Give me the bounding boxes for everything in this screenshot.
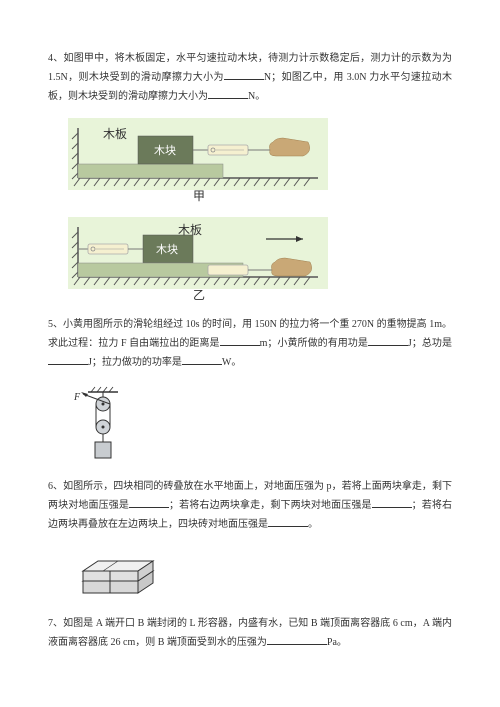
svg-text:木块: 木块 [156, 243, 178, 256]
figure-jia: 木块 木板 甲 [68, 118, 452, 203]
blank [220, 334, 260, 346]
svg-text:木板: 木板 [103, 127, 127, 141]
question-6: 6、如图所示，四块相同的砖叠放在水平地面上，对地面压强为 p，若将上面两块拿走，… [48, 478, 452, 534]
figure-pulley: F [68, 384, 452, 464]
blank [268, 515, 308, 527]
blank [182, 353, 222, 365]
question-7: 7、如图是 A 端开口 B 端封闭的 L 形容器，内盛有水，已知 B 端顶面离容… [48, 615, 452, 652]
q7-text: 7、如图是 A 端开口 B 端封闭的 L 形容器，内盛有水，已知 B 端顶面离容… [48, 615, 452, 652]
svg-text:木板: 木板 [178, 223, 202, 237]
question-5: 5、小黄用图所示的滑轮组经过 10s 的时间，用 150N 的拉力将一个重 27… [48, 316, 452, 372]
blank [129, 496, 169, 508]
figure-bricks [68, 546, 452, 601]
svg-text:甲: 甲 [193, 189, 205, 203]
blank [208, 87, 248, 99]
q4-text: 4、如图甲中，将木板固定，水平匀速拉动木块，待测力计示数稳定后，测力计的示数为为… [48, 50, 452, 106]
q5-text: 5、小黄用图所示的滑轮组经过 10s 的时间，用 150N 的拉力将一个重 27… [48, 316, 452, 372]
blank [48, 353, 88, 365]
blank [224, 68, 264, 80]
blank [267, 633, 327, 645]
figure-yi: 木块 木板 乙 [68, 217, 452, 302]
blank [368, 334, 408, 346]
svg-text:木块: 木块 [154, 144, 176, 157]
svg-text:乙: 乙 [193, 288, 205, 302]
svg-text:F: F [73, 392, 81, 403]
q6-text: 6、如图所示，四块相同的砖叠放在水平地面上，对地面压强为 p，若将上面两块拿走，… [48, 478, 452, 534]
question-4: 4、如图甲中，将木板固定，水平匀速拉动木块，待测力计示数稳定后，测力计的示数为为… [48, 50, 452, 106]
blank [372, 496, 412, 508]
